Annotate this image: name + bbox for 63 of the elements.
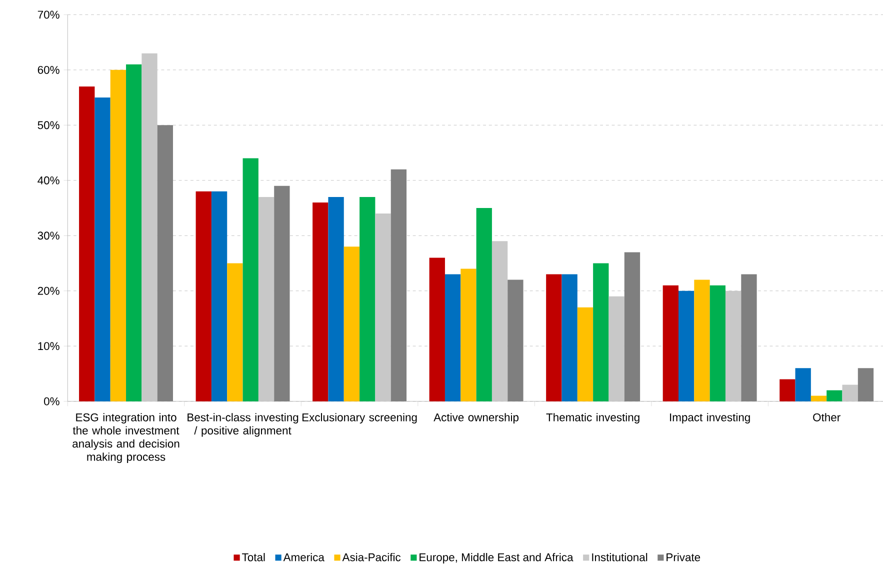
bar — [780, 379, 796, 402]
y-tick-label: 40% — [38, 176, 60, 184]
bar — [94, 98, 110, 402]
bar — [694, 280, 710, 402]
y-tick-label: 0% — [44, 397, 60, 406]
bar — [258, 197, 274, 402]
bar — [795, 368, 811, 402]
bar — [546, 274, 562, 402]
bar — [593, 263, 609, 402]
bar — [741, 274, 757, 402]
bar — [624, 252, 640, 402]
legend-label: Private — [666, 553, 700, 562]
bar — [274, 186, 290, 402]
bar — [227, 263, 243, 402]
bar — [710, 285, 726, 402]
y-tick-label: 60% — [38, 66, 60, 74]
x-tick-label: Impact investing — [670, 413, 750, 424]
legend-label: Total — [242, 553, 265, 562]
bar — [662, 285, 678, 402]
bar — [110, 70, 126, 402]
y-tick-label: 10% — [38, 342, 60, 350]
bar — [725, 290, 742, 402]
x-tick-label: ESG integration into the whole investment analysis and decision making process — [72, 413, 180, 464]
bar — [328, 197, 344, 402]
x-tick-label: Exclusionary screening — [302, 413, 417, 424]
bar — [429, 258, 445, 402]
x-tick-label: Other — [813, 413, 840, 422]
bar — [562, 274, 578, 402]
y-tick-label: 30% — [38, 232, 60, 240]
legend-label: Asia-Pacific — [342, 553, 401, 562]
y-tick-label: 70% — [38, 10, 60, 19]
y-tick-label: 50% — [38, 121, 60, 130]
legend-label: Europe, Middle East and Africa — [420, 553, 574, 564]
bar — [142, 53, 158, 402]
bar — [476, 208, 492, 402]
bar — [312, 202, 328, 402]
bar — [508, 280, 524, 402]
x-tick-label: Best-in-class investing / positive alignment — [188, 413, 298, 437]
bar — [79, 86, 95, 402]
bar — [126, 64, 142, 402]
legend-label: America — [283, 553, 324, 562]
y-tick-label: 20% — [38, 287, 60, 295]
bar — [390, 169, 407, 402]
bar — [344, 246, 360, 402]
bar — [360, 197, 376, 402]
legend-label: Institutional — [592, 553, 648, 562]
bar — [492, 241, 508, 402]
bar — [826, 390, 842, 402]
bar — [242, 158, 258, 402]
x-tick-label: Thematic investing — [546, 413, 640, 424]
bar — [444, 274, 461, 402]
bar — [196, 192, 212, 402]
bar — [577, 308, 594, 402]
bar — [842, 384, 858, 402]
bar — [608, 296, 624, 402]
x-tick-label: Active ownership — [434, 413, 519, 424]
bar — [460, 268, 476, 402]
bar — [810, 396, 827, 402]
bar — [157, 125, 173, 402]
bar — [375, 214, 391, 402]
bar — [678, 290, 694, 402]
bar — [211, 192, 228, 402]
bar — [858, 368, 874, 402]
